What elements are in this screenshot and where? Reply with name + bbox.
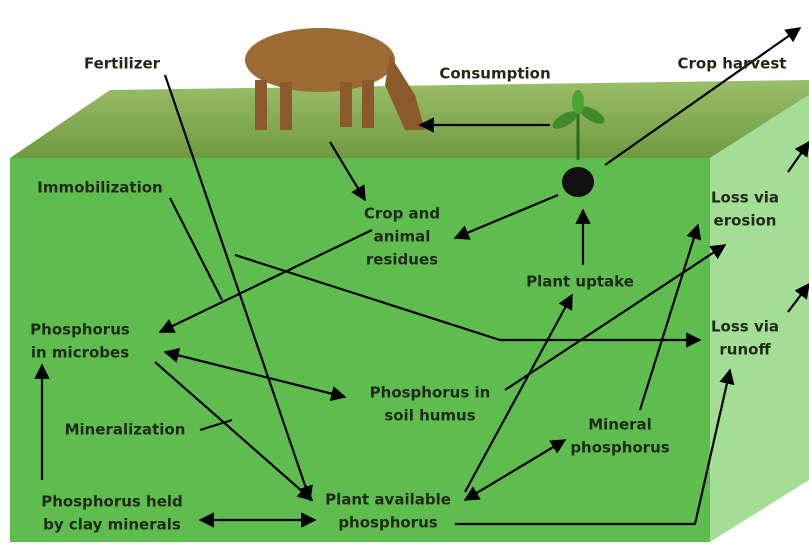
node-label: Loss via bbox=[711, 318, 779, 336]
node-label: Crop and bbox=[364, 205, 440, 223]
node-label: soil humus bbox=[384, 407, 475, 425]
node-label: in microbes bbox=[31, 344, 129, 362]
node-label: Loss via bbox=[711, 189, 779, 207]
node-label: by clay minerals bbox=[43, 516, 181, 534]
node-label: Immobilization bbox=[37, 179, 162, 197]
node-label: Mineralization bbox=[65, 421, 186, 439]
node-label: Mineral bbox=[588, 416, 652, 434]
node-label: animal bbox=[374, 228, 431, 246]
node-label: runoff bbox=[719, 341, 771, 359]
node-label: Phosphorus in bbox=[370, 384, 491, 402]
node-label: Phosphorus bbox=[30, 321, 130, 339]
node-label: Plant uptake bbox=[526, 273, 634, 291]
node-label: Consumption bbox=[439, 65, 550, 83]
node-label: erosion bbox=[714, 212, 777, 230]
node-label: Crop harvest bbox=[678, 55, 787, 73]
node-label: Phosphorus held bbox=[41, 493, 183, 511]
node-label: phosphorus bbox=[338, 514, 437, 532]
node-label: Fertilizer bbox=[84, 55, 161, 73]
node-label: residues bbox=[366, 251, 438, 269]
diagram: Fertilizer Consumption Crop harvest Immobil… bbox=[0, 0, 809, 546]
node-label: Plant available bbox=[325, 491, 451, 509]
node-label: phosphorus bbox=[570, 439, 669, 457]
